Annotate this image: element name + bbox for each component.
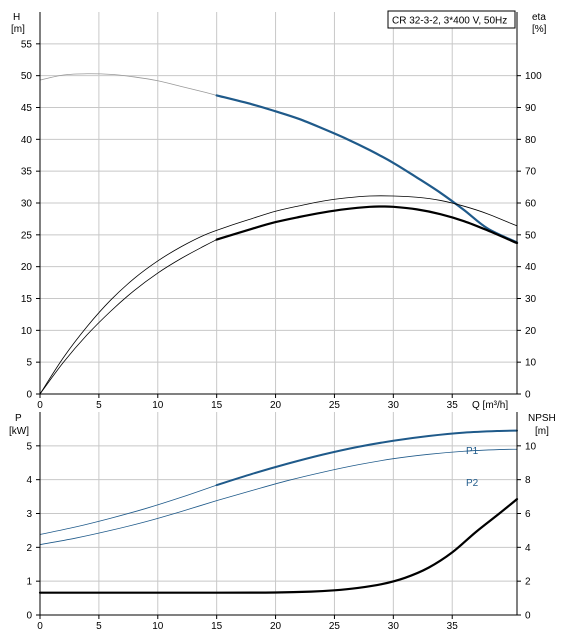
top-left-tick-label-55: 55 [21,39,33,50]
top-x-tick-label-35: 35 [447,400,459,411]
bottom-x-tick-label-10: 10 [152,621,164,632]
top-right-tick-label-30: 30 [525,294,537,305]
bottom-x-tick-label-35: 35 [447,621,459,632]
power-axis-label: P [15,413,22,424]
bottom-right-tick-label-6: 6 [525,509,531,520]
top-right-tick-label-20: 20 [525,326,537,337]
top-right-tick-label-10: 10 [525,358,537,369]
top-left-tick-label-0: 0 [26,390,32,401]
tick-labels: 0510152025303540455055010203040506070809… [21,39,542,632]
bottom-x-tick-label-5: 5 [96,621,102,632]
flow-axis-label: Q [m³/h] [472,400,508,411]
top-right-tick-label-40: 40 [525,262,537,273]
bottom-right-tick-label-10: 10 [525,441,537,452]
top-series-line-0 [39,73,218,96]
top-left-tick-label-35: 35 [21,167,33,178]
bottom-series-line-2 [39,448,518,546]
top-x-tick-label-20: 20 [270,400,282,411]
head-axis-unit: [m] [11,24,25,35]
head-efficiency-gridlines [40,12,517,394]
bottom-x-tick-label-0: 0 [37,621,43,632]
top-left-tick-label-50: 50 [21,71,33,82]
bottom-x-tick-label-30: 30 [388,621,400,632]
top-left-tick-label-30: 30 [21,199,33,210]
top-series-line-4 [215,205,519,245]
chart-title: CR 32-3-2, 3*400 V, 50Hz [392,16,507,27]
power-npsh-curves [38,429,519,594]
top-right-tick-label-60: 60 [525,199,537,210]
top-left-tick-label-45: 45 [21,103,33,114]
top-x-tick-label-30: 30 [388,400,400,411]
bottom-x-tick-label-25: 25 [329,621,341,632]
top-x-tick-label-15: 15 [211,400,223,411]
head-efficiency-curves [39,73,519,395]
bottom-left-tick-label-4: 4 [26,475,32,486]
p1-series-label: P1 [466,446,479,457]
power-npsh-gridlines [40,412,517,615]
top-x-tick-label-0: 0 [37,400,43,411]
bottom-left-tick-label-1: 1 [26,577,32,588]
bottom-right-tick-label-2: 2 [525,577,531,588]
top-right-tick-label-100: 100 [525,71,542,82]
title-box [387,10,516,29]
bottom-left-tick-label-0: 0 [26,611,32,622]
bottom-left-tick-label-2: 2 [26,543,32,554]
bottom-series-line-1 [215,429,518,487]
bottom-series-line-3 [38,498,519,594]
top-left-tick-label-15: 15 [21,294,33,305]
top-left-tick-label-40: 40 [21,135,33,146]
top-series-line-3 [39,239,218,395]
npsh-axis-label: NPSH [528,413,556,424]
top-right-tick-label-80: 80 [525,135,537,146]
top-right-tick-label-0: 0 [525,390,531,401]
p2-series-label: P2 [466,478,479,489]
top-left-tick-label-25: 25 [21,230,33,241]
head-axis-label: H [13,12,20,23]
top-x-tick-label-5: 5 [96,400,102,411]
power-axis-unit: [kW] [9,426,29,437]
bottom-right-tick-label-4: 4 [525,543,531,554]
top-series-line-2 [39,195,518,395]
axis-frames [36,12,521,619]
top-left-tick-label-5: 5 [26,358,32,369]
top-x-tick-label-25: 25 [329,400,341,411]
bottom-x-tick-label-20: 20 [270,621,282,632]
top-right-tick-label-70: 70 [525,167,537,178]
top-left-tick-label-20: 20 [21,262,33,273]
bottom-series-line-0 [39,484,218,535]
top-right-tick-label-90: 90 [525,103,537,114]
efficiency-axis-label: eta [532,12,546,23]
bottom-x-tick-label-15: 15 [211,621,223,632]
bottom-left-tick-label-3: 3 [26,509,32,520]
bottom-left-tick-label-5: 5 [26,441,32,452]
top-left-tick-label-10: 10 [21,326,33,337]
efficiency-axis-unit: [%] [532,24,547,35]
npsh-axis-unit: [m] [535,426,549,437]
top-right-tick-label-50: 50 [525,230,537,241]
bottom-right-tick-label-0: 0 [525,611,531,622]
top-x-tick-label-10: 10 [152,400,164,411]
top-series-line-1 [215,94,519,244]
bottom-right-tick-label-8: 8 [525,475,531,486]
